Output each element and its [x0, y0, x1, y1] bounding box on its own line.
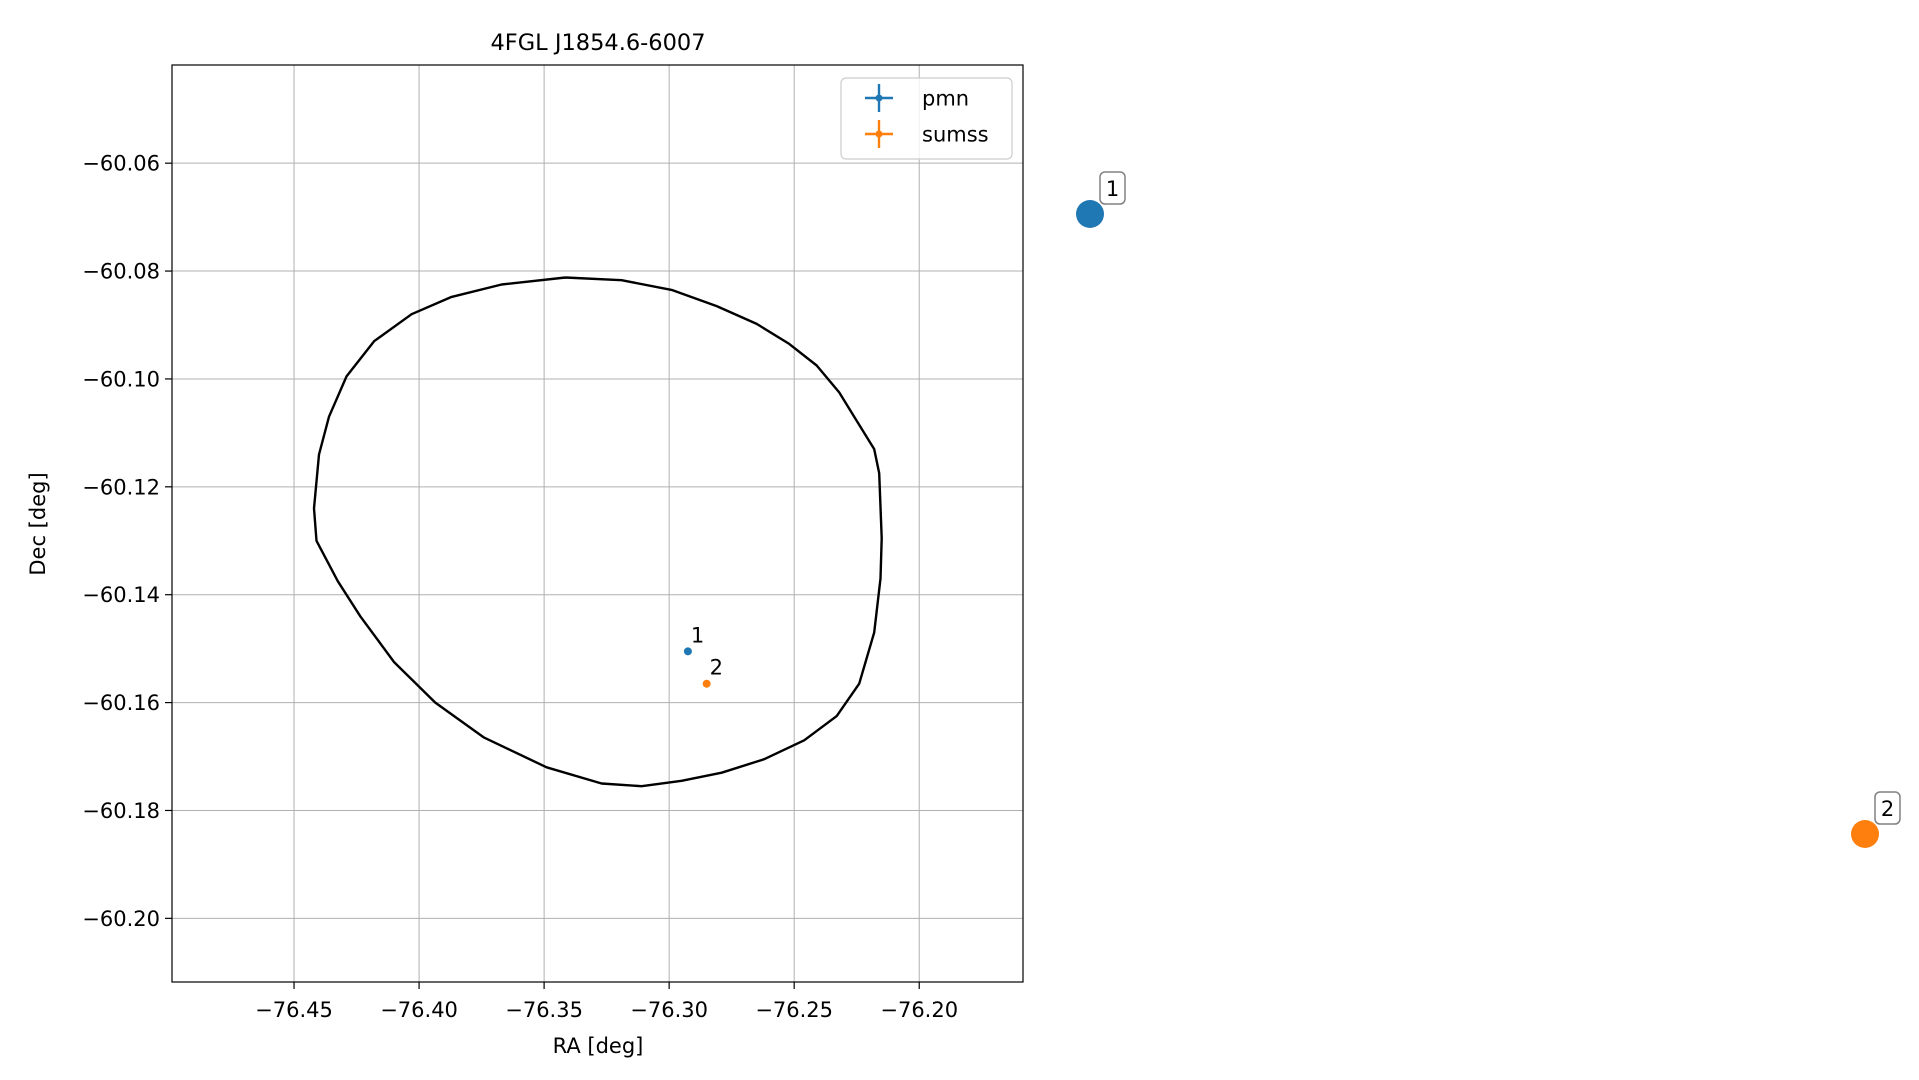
- x-tick-label: −76.25: [755, 998, 833, 1022]
- y-tick-label: −60.12: [82, 475, 160, 499]
- side-marker-label: 1: [1106, 177, 1119, 201]
- y-tick-label: −60.14: [82, 583, 160, 607]
- legend: pmn sumss: [840, 77, 1013, 160]
- y-tick-label: −60.16: [82, 691, 160, 715]
- x-tick-label: −76.30: [630, 998, 708, 1022]
- y-tick-label: −60.06: [82, 152, 160, 176]
- x-tick-label: −76.45: [255, 998, 333, 1022]
- x-axis-label: RA [deg]: [553, 1034, 644, 1058]
- plot-frame: [171, 64, 1024, 983]
- side-marker-dot: [1851, 820, 1879, 848]
- y-axis-label: Dec [deg]: [26, 472, 50, 575]
- side-marker-label: 2: [1881, 797, 1894, 821]
- legend-label: pmn: [922, 87, 969, 111]
- ellipse-layer: [312, 276, 883, 788]
- side-marker-label-box: [1099, 171, 1126, 205]
- y-ticks: −60.06 −60.08 −60.10 −60.12 −60.14 −60.16 −60.…: [82, 152, 172, 931]
- grid-layer: [172, 65, 1023, 982]
- data-point-sumss: [702, 679, 711, 688]
- x-tick-label: −76.35: [505, 998, 583, 1022]
- points-layer: 12: [683, 623, 723, 688]
- x-tick-label: −76.40: [380, 998, 458, 1022]
- data-point-label: 2: [710, 656, 723, 680]
- side-marker-dot: [1076, 200, 1104, 228]
- legend-label: sumss: [922, 123, 989, 147]
- x-ticks: −76.45 −76.40 −76.35 −76.30 −76.25 −76.20: [255, 982, 958, 1022]
- y-tick-label: −60.08: [82, 260, 160, 284]
- chart-title: 4FGL J1854.6-6007: [490, 30, 705, 56]
- y-tick-label: −60.18: [82, 799, 160, 823]
- y-tick-label: −60.10: [82, 367, 160, 391]
- data-point-pmn: [683, 647, 692, 656]
- legend-marker: [875, 130, 883, 138]
- ellipse-line: [312, 276, 883, 788]
- legend-marker: [875, 94, 883, 102]
- y-tick-label: −60.20: [82, 907, 160, 931]
- data-point-label: 1: [691, 623, 704, 647]
- side-marker-label-box: [1874, 791, 1901, 825]
- x-tick-label: −76.20: [880, 998, 958, 1022]
- side-markers: 12: [1076, 171, 1901, 848]
